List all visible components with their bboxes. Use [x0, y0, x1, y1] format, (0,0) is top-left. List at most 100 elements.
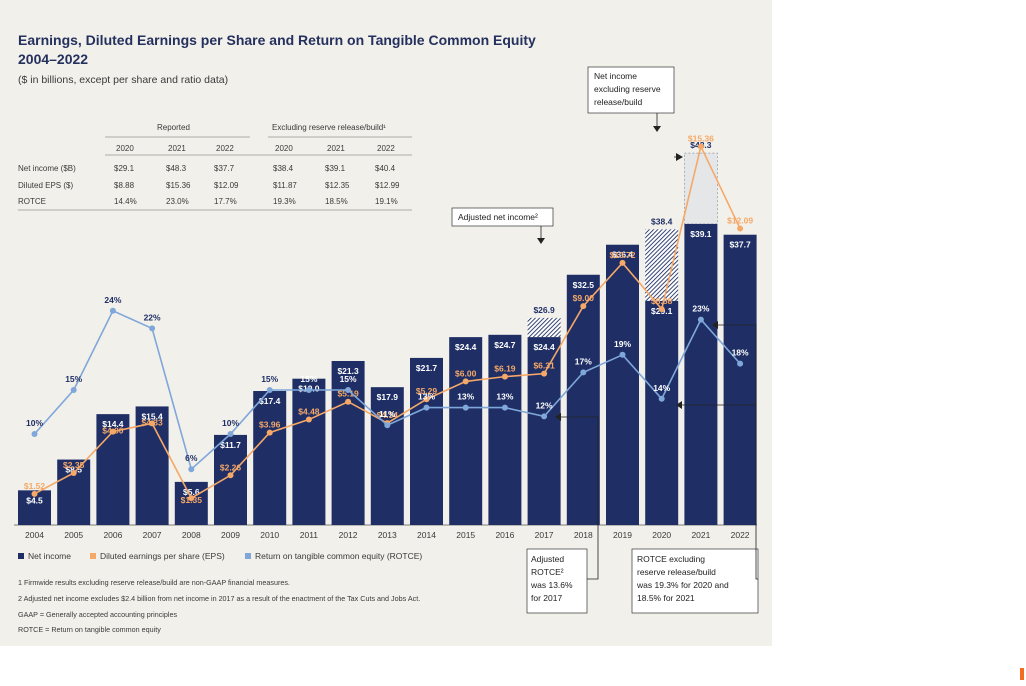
rotce-point [737, 360, 744, 367]
callout-box [451, 207, 554, 227]
eps-label: $4.48 [298, 407, 320, 417]
net-income-label: $15.4 [141, 411, 163, 421]
net-income-bar [723, 234, 757, 525]
note-connector [718, 324, 758, 580]
legend-swatch [245, 553, 251, 559]
table-cell: 19.1% [375, 197, 398, 206]
eps-point [580, 303, 587, 310]
rotce-point [423, 404, 430, 411]
eps-point [188, 495, 195, 502]
table-cell: $48.3 [166, 164, 187, 173]
footnote-rotce: ROTCE = Return on tangible common equity [18, 625, 161, 634]
page-marker [1020, 668, 1024, 680]
rotce-label: 10% [222, 418, 239, 428]
table-row-label: Diluted EPS ($) [18, 181, 74, 190]
net-income-label: $14.4 [102, 419, 124, 429]
eps-point [737, 225, 744, 232]
table-cell: 19.3% [273, 197, 296, 206]
callout-text: release/build [594, 97, 642, 107]
note-text: for 2017 [531, 593, 562, 603]
x-tick-label: 2006 [103, 530, 122, 540]
net-income-bar [253, 391, 287, 525]
rotce-label: 11% [379, 409, 396, 419]
excluding-reserve-bar [684, 152, 718, 225]
note-text: ROTCE² [531, 567, 564, 577]
eps-label: $5.29 [416, 386, 438, 396]
eps-point [305, 416, 312, 423]
table-group-reported: Reported [157, 123, 190, 132]
note-box [526, 548, 588, 614]
rotce-label: 13% [457, 392, 474, 402]
rotce-point [658, 395, 665, 402]
net-income-bar [606, 244, 639, 525]
callout-text: Net income [594, 71, 637, 81]
eps-point [501, 373, 508, 380]
note-box [631, 548, 759, 614]
net-income-label: $11.7 [220, 440, 241, 450]
net-income-bar [410, 357, 443, 525]
eps-label: $4.33 [141, 417, 163, 427]
rotce-point [227, 431, 234, 437]
x-tick-label: 2018 [574, 530, 593, 540]
eps-label: $15.36 [688, 133, 714, 143]
net-income-label: $24.7 [494, 340, 516, 350]
table-year-header: 2021 [168, 144, 186, 153]
net-income-label: $24.4 [455, 342, 477, 352]
note-text: Adjusted [531, 554, 564, 564]
x-tick-label: 2022 [731, 530, 750, 540]
eps-label: $12.09 [727, 216, 753, 226]
net-income-bar [214, 434, 247, 525]
net-income-bar [449, 337, 483, 525]
rotce-point [619, 351, 626, 358]
table-year-header: 2022 [377, 144, 395, 153]
net-income-label: $5.6 [183, 487, 200, 497]
x-tick-label: 2007 [143, 530, 162, 540]
table-year-header: 2021 [327, 144, 345, 153]
legend-swatch [18, 553, 24, 559]
x-tick-label: 2010 [260, 530, 279, 540]
rotce-label: 15% [300, 374, 317, 384]
rotce-point [109, 307, 116, 314]
rotce-label: 22% [144, 312, 161, 322]
table-cell: $39.1 [325, 164, 346, 173]
callout-box [587, 66, 675, 114]
table-cell: 23.0% [166, 197, 189, 206]
eps-label: $1.35 [181, 495, 203, 505]
x-tick-label: 2005 [64, 530, 83, 540]
x-tick-label: 2012 [339, 530, 358, 540]
legend-label: Diluted earnings per share (EPS) [100, 551, 225, 561]
eps-label: $6.31 [533, 361, 555, 371]
rotce-label: 13% [496, 392, 513, 402]
rotce-point [384, 422, 391, 429]
footnote-1: 1 Firmwide results excluding reserve rel… [18, 578, 290, 587]
net-income-label: $32.5 [573, 280, 595, 290]
note-text: 18.5% for 2021 [637, 593, 695, 603]
x-tick-label: 2008 [182, 530, 201, 540]
note-text: was 13.6% [530, 580, 573, 590]
x-tick-label: 2017 [535, 530, 554, 540]
eps-label: $3.96 [259, 420, 281, 430]
net-income-label: $39.1 [690, 229, 712, 239]
table-cell: $37.7 [214, 164, 235, 173]
eps-label: $6.00 [455, 368, 477, 378]
net-income-label: $24.4 [533, 342, 555, 352]
table-year-header: 2020 [275, 144, 293, 153]
chart-title: Earnings, Diluted Earnings per Share and… [18, 32, 536, 67]
table-cell: $8.88 [114, 181, 135, 190]
rotce-label: 12% [536, 400, 553, 410]
net-income-bar [292, 378, 326, 525]
eps-point [658, 306, 665, 313]
footnote-2: 2 Adjusted net income excludes $2.4 bill… [18, 594, 421, 603]
x-tick-label: 2021 [691, 530, 710, 540]
rotce-label: 24% [104, 295, 121, 305]
eps-label: $4.34 [377, 410, 399, 420]
chart-subtitle: ($ in billions, except per share and rat… [18, 74, 229, 86]
note-text: was 19.3% for 2020 and [636, 580, 729, 590]
table-group-excluding: Excluding reserve release/build¹ [272, 123, 386, 132]
net-income-label: $37.7 [729, 240, 751, 250]
note-arrow [712, 321, 718, 329]
rotce-label: 15% [340, 374, 357, 384]
rotce-label: 14% [653, 383, 670, 393]
footnote-gaap: GAAP = Generally accepted accounting pri… [18, 610, 178, 619]
table-cell: $40.4 [375, 164, 396, 173]
